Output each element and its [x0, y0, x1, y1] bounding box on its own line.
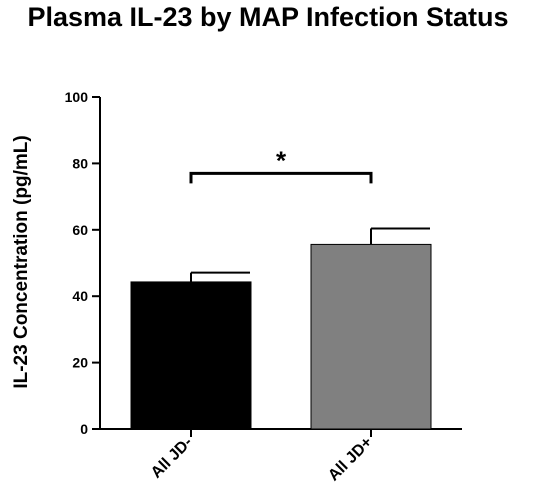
error-bars [190, 227, 430, 282]
x-tick-label: All JD+ [325, 434, 376, 485]
chart-title: Plasma IL-23 by MAP Infection Status [27, 2, 508, 32]
y-tick-label: 100 [65, 89, 89, 105]
significance-label: * [276, 145, 287, 175]
y-tick-label: 60 [72, 222, 88, 238]
y-tick-label: 40 [72, 288, 88, 304]
x-tick-label: All JD- [148, 434, 196, 482]
y-tick-label: 20 [72, 355, 88, 371]
y-axis-label: IL-23 Concentration (pg/mL) [11, 135, 32, 388]
y-tick-label: 0 [80, 421, 88, 437]
bar [310, 243, 432, 430]
bars [130, 243, 432, 430]
bracket-line [189, 171, 373, 184]
x-tick-labels: All JD- All JD+ [148, 429, 376, 484]
y-ticks: 0 20 40 60 80 100 [65, 89, 100, 437]
bar [130, 281, 252, 430]
y-tick-label: 80 [72, 155, 88, 171]
significance-bracket: * [189, 145, 373, 184]
